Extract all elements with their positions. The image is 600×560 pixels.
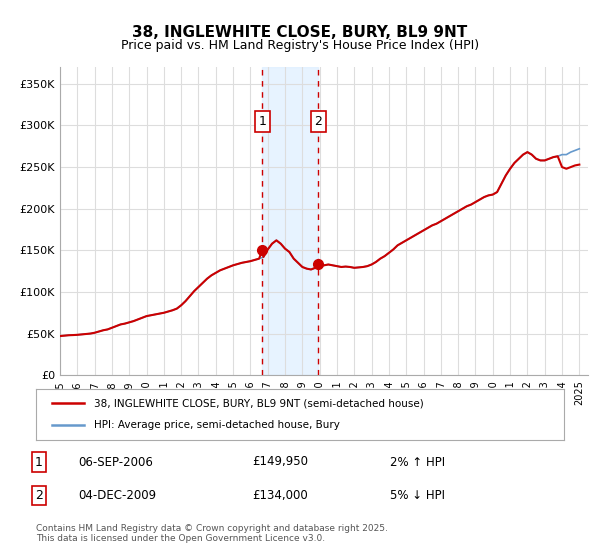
Text: 2: 2 [314,115,322,128]
Text: £134,000: £134,000 [252,489,308,502]
Text: 38, INGLEWHITE CLOSE, BURY, BL9 9NT: 38, INGLEWHITE CLOSE, BURY, BL9 9NT [133,25,467,40]
Text: 1: 1 [258,115,266,128]
Text: 2: 2 [35,489,43,502]
Text: 38, INGLEWHITE CLOSE, BURY, BL9 9NT (semi-detached house): 38, INGLEWHITE CLOSE, BURY, BL9 9NT (sem… [94,398,424,408]
Text: 06-SEP-2006: 06-SEP-2006 [78,455,153,469]
Text: 04-DEC-2009: 04-DEC-2009 [78,489,156,502]
Text: 1: 1 [35,455,43,469]
Text: HPI: Average price, semi-detached house, Bury: HPI: Average price, semi-detached house,… [94,421,340,431]
Text: 2% ↑ HPI: 2% ↑ HPI [390,455,445,469]
Text: 5% ↓ HPI: 5% ↓ HPI [390,489,445,502]
Text: £149,950: £149,950 [252,455,308,469]
Text: Contains HM Land Registry data © Crown copyright and database right 2025.
This d: Contains HM Land Registry data © Crown c… [36,524,388,543]
Text: Price paid vs. HM Land Registry's House Price Index (HPI): Price paid vs. HM Land Registry's House … [121,39,479,52]
Bar [262,67,318,375]
